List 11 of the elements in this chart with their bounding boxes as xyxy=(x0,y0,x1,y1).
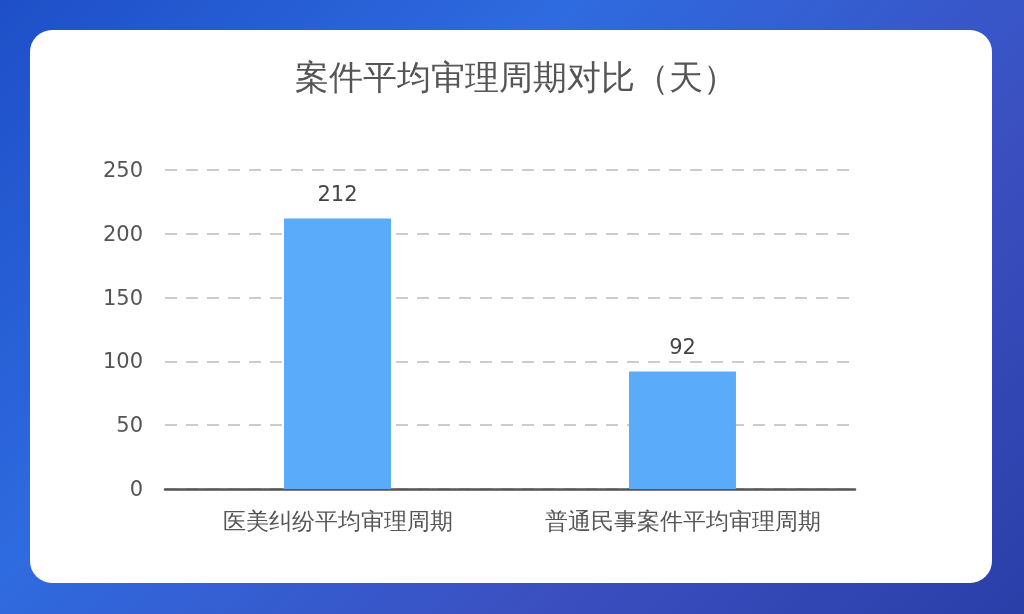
y-tick-label: 50 xyxy=(116,413,143,438)
y-tick-label: 100 xyxy=(102,349,143,374)
y-tick-label: 250 xyxy=(102,158,143,182)
y-tick-label: 150 xyxy=(102,285,143,310)
data-label: 92 xyxy=(669,335,696,360)
x-tick-label: 医美纠纷平均审理周期 xyxy=(222,507,453,534)
y-tick-label: 200 xyxy=(102,221,143,246)
data-label: 212 xyxy=(317,181,358,206)
x-tick-label: 普通民事案件平均审理周期 xyxy=(544,507,821,534)
y-tick-label: 0 xyxy=(129,477,143,501)
chart-title: 案件平均审理周期对比（天） xyxy=(295,57,737,97)
